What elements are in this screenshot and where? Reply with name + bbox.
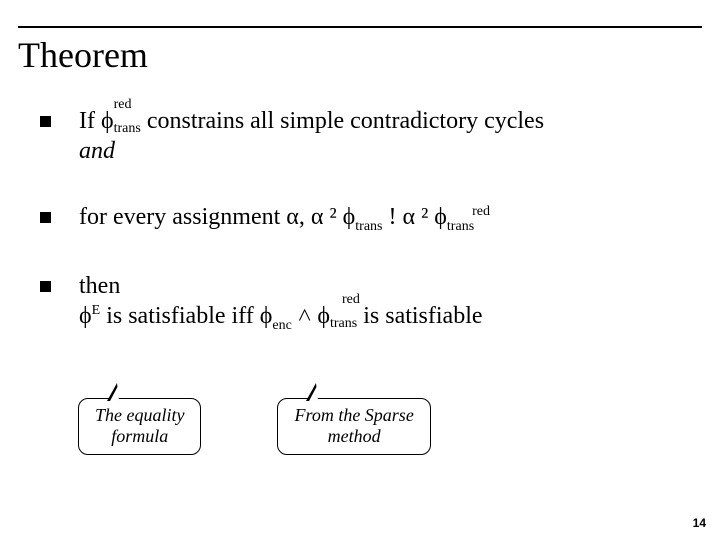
text: If <box>79 108 101 134</box>
text: ! <box>383 204 403 230</box>
callout-tail-icon <box>306 383 318 401</box>
callout-line2: formula <box>111 426 168 446</box>
square-bullet-icon <box>40 281 51 292</box>
sub-enc: enc <box>272 318 291 333</box>
alpha-symbol: α <box>311 204 324 230</box>
sup-red: red <box>342 291 360 309</box>
bullet-content-1: If ϕtransred constrains all simple contr… <box>79 106 700 166</box>
alpha-symbol: α <box>403 204 416 230</box>
text: is satisfiable <box>357 303 482 329</box>
sub-trans: trans <box>330 316 357 331</box>
text: for every assignment <box>79 204 286 230</box>
text: ² <box>415 204 434 230</box>
alpha-symbol: α <box>286 204 299 230</box>
sub-trans: trans <box>355 219 382 234</box>
callout-line1: The equality <box>95 405 184 425</box>
phi-symbol: ϕ <box>434 204 447 230</box>
bullet-content-3: then ϕE is satisfiable iff ϕenc ˄ ϕtrans… <box>79 271 700 334</box>
bullet-item-3: then ϕE is satisfiable iff ϕenc ˄ ϕtrans… <box>40 271 700 334</box>
square-bullet-icon <box>40 212 51 223</box>
sub-trans: trans <box>114 121 141 136</box>
text: ² <box>323 204 342 230</box>
sub-trans: trans <box>447 219 474 234</box>
phi-symbol: ϕ <box>317 303 330 329</box>
callout-tail-icon <box>107 383 119 401</box>
wedge-symbol: ˄ <box>292 303 318 329</box>
bullet-list: If ϕtransred constrains all simple contr… <box>40 106 700 335</box>
bullet-item-1: If ϕtransred constrains all simple contr… <box>40 106 700 166</box>
phi-symbol: ϕ <box>101 108 114 134</box>
callout-sparse-method: From the Sparse method <box>277 398 430 455</box>
and-text: and <box>79 138 115 164</box>
text: , <box>299 204 311 230</box>
bullet-item-2: for every assignment α, α ² ϕtrans ! α ²… <box>40 202 700 235</box>
trans-red-subsup: transred <box>114 106 141 136</box>
page-title: Theorem <box>18 34 148 76</box>
sup-red: red <box>472 204 490 219</box>
sup-red: red <box>114 96 132 114</box>
trans-red-subsup: transred <box>330 301 357 331</box>
phi-symbol: ϕ <box>343 204 356 230</box>
bullet-content-2: for every assignment α, α ² ϕtrans ! α ²… <box>79 202 700 235</box>
sup-E: E <box>92 303 101 318</box>
then-text: then <box>79 273 120 299</box>
phi-symbol: ϕ <box>79 303 92 329</box>
text: is satisfiable iff <box>100 303 260 329</box>
callouts-row: The equality formula From the Sparse met… <box>78 398 431 455</box>
callout-line2: method <box>328 426 381 446</box>
text: constrains all simple contradictory cycl… <box>141 108 544 134</box>
phi-symbol: ϕ <box>260 303 273 329</box>
callout-line1: From the Sparse <box>294 405 413 425</box>
page-number: 14 <box>693 516 706 530</box>
square-bullet-icon <box>40 116 51 127</box>
callout-equality-formula: The equality formula <box>78 398 201 455</box>
title-rule <box>18 26 702 28</box>
